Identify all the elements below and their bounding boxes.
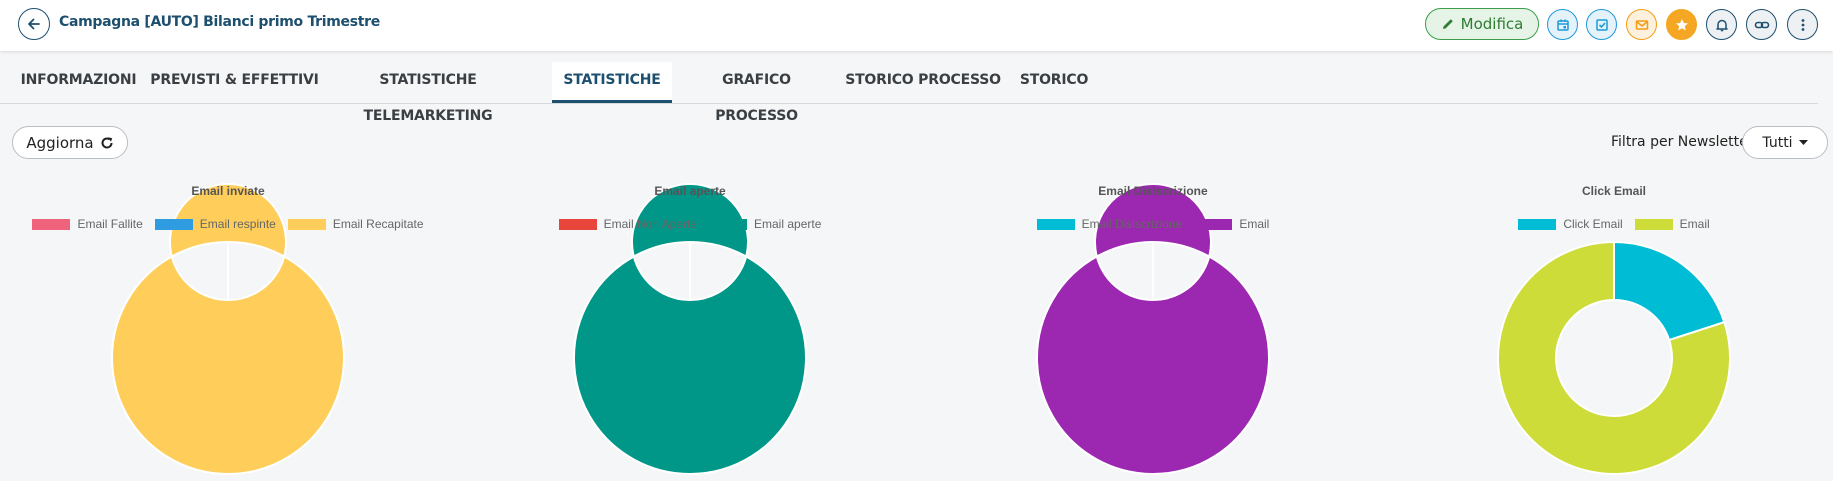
slice-email-aperte[interactable] xyxy=(573,183,807,475)
legend-item[interactable]: Email xyxy=(1634,217,1710,231)
task-check-button[interactable] xyxy=(1586,9,1617,40)
calendar-button[interactable] xyxy=(1547,9,1578,40)
slice-email[interactable] xyxy=(1497,240,1731,475)
tab-statistiche[interactable]: STATISTICHE xyxy=(552,62,672,103)
legend-swatch xyxy=(1036,218,1075,230)
donut-svg xyxy=(573,183,807,475)
tab-bar: INFORMAZIONI PREVISTI & EFFETTIVI STATISTI… xyxy=(0,62,1818,124)
legend-swatch xyxy=(1634,218,1673,230)
more-vertical-button[interactable] xyxy=(1787,9,1818,40)
legend-label: Email Fallite xyxy=(77,217,143,231)
slice-email-recapitate[interactable] xyxy=(111,183,345,475)
chart-title: Email aperte xyxy=(654,184,726,198)
legend-item[interactable]: Click Email xyxy=(1518,217,1623,231)
bell-button[interactable] xyxy=(1706,9,1737,40)
legend-swatch xyxy=(287,218,326,230)
legend-swatch xyxy=(32,218,71,230)
legend-item[interactable]: Email Disiscrizione xyxy=(1036,217,1183,231)
tab-informazioni[interactable]: INFORMAZIONI xyxy=(20,72,137,88)
page-title: Campagna [AUTO] Bilanci primo Trimestre xyxy=(59,14,380,30)
mail-button[interactable] xyxy=(1626,9,1657,40)
legend-label: Email xyxy=(1239,217,1270,231)
legend-item[interactable]: Email aperte xyxy=(709,217,821,231)
filter-label: Filtra per Newsletter: xyxy=(1611,134,1758,150)
donut-chart-4: Click Email Click Email Email xyxy=(1384,180,1833,481)
legend-label: Email Non Aperte xyxy=(603,217,697,231)
tab-grafico-processo[interactable]: GRAFICO PROCESSO xyxy=(715,72,798,124)
chart-legend: Email Non Aperte Email aperte xyxy=(460,217,920,231)
more-vertical-icon xyxy=(1801,18,1804,31)
donut-chart-2: Email aperte Email Non Aperte Email aperte xyxy=(460,180,920,481)
legend-item[interactable]: Email Recapitate xyxy=(287,217,424,231)
legend-label: Click Email xyxy=(1563,217,1623,231)
modifica-button[interactable]: Modifica xyxy=(1425,8,1539,40)
newsletter-filter-select[interactable]: Tutti xyxy=(1742,126,1828,159)
legend-label: Email xyxy=(1679,217,1710,231)
donut-svg xyxy=(111,183,345,475)
chart-legend: Email Disiscrizione Email xyxy=(923,217,1383,231)
caret-down-icon xyxy=(1798,139,1808,145)
donut-chart-3: Email Disiscrizione Email Disiscrizione Em… xyxy=(923,180,1383,481)
pencil-icon xyxy=(1442,19,1453,29)
slice-click-email[interactable] xyxy=(1613,240,1726,342)
legend-item[interactable]: Email Fallite xyxy=(32,217,143,231)
donut-svg xyxy=(1036,183,1270,475)
tab-statistiche-telemarketing[interactable]: STATISTICHE TELEMARKETING xyxy=(363,72,493,124)
chart-title: Email inviate xyxy=(191,184,265,198)
legend-label: Email aperte xyxy=(754,217,822,231)
legend-label: Email Disiscrizione xyxy=(1081,217,1183,231)
legend-label: Email respinte xyxy=(199,217,276,231)
star-button[interactable] xyxy=(1666,9,1697,40)
chart-legend: Click Email Email xyxy=(1384,217,1833,231)
donut-chart-1: Email inviate Email Fallite Email respinte… xyxy=(0,180,458,481)
legend-swatch xyxy=(154,218,193,230)
legend-swatch xyxy=(1194,218,1233,230)
link-button[interactable] xyxy=(1746,9,1777,40)
modifica-label: Modifica xyxy=(1460,15,1524,33)
chart-title: Click Email xyxy=(1581,184,1647,198)
mail-icon xyxy=(1635,19,1648,30)
app-header: Campagna [AUTO] Bilanci primo Trimestre … xyxy=(0,0,1833,51)
arrow-left-icon xyxy=(28,18,40,30)
chart-title: Email Disiscrizione xyxy=(1098,184,1208,198)
legend-swatch xyxy=(558,218,597,230)
legend-swatch xyxy=(1518,218,1557,230)
filter-value: Tutti xyxy=(1762,134,1793,151)
tab-previsti-effettivi[interactable]: PREVISTI & EFFETTIVI xyxy=(150,72,319,88)
legend-label: Email Recapitate xyxy=(332,217,424,231)
legend-item[interactable]: Email respinte xyxy=(154,217,276,231)
star-icon xyxy=(1675,18,1688,30)
bell-icon xyxy=(1715,19,1728,31)
slice-email[interactable] xyxy=(1036,183,1270,475)
task-check-icon xyxy=(1595,18,1608,31)
donut-svg xyxy=(1497,240,1731,475)
aggiorna-button[interactable]: Aggiorna xyxy=(12,126,128,159)
legend-item[interactable]: Email xyxy=(1194,217,1269,231)
calendar-icon xyxy=(1556,19,1569,31)
chart-legend: Email Fallite Email respinte Email Recapit… xyxy=(0,217,458,231)
back-button[interactable] xyxy=(18,8,50,40)
tab-storico-processo[interactable]: STORICO PROCESSO xyxy=(845,72,1001,88)
link-icon xyxy=(1754,21,1769,28)
legend-swatch xyxy=(709,218,747,230)
aggiorna-label: Aggiorna xyxy=(26,133,94,152)
tab-storico[interactable]: STORICO xyxy=(1019,72,1089,88)
refresh-icon xyxy=(101,136,113,149)
legend-item[interactable]: Email Non Aperte xyxy=(558,217,697,231)
